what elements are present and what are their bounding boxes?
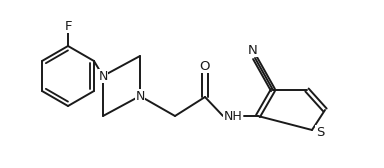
Text: N: N (135, 90, 145, 102)
Text: N: N (98, 70, 108, 82)
Text: O: O (200, 59, 210, 73)
Text: F: F (64, 19, 72, 32)
Text: NH: NH (223, 110, 242, 122)
Text: S: S (316, 125, 324, 138)
Text: N: N (248, 44, 258, 56)
